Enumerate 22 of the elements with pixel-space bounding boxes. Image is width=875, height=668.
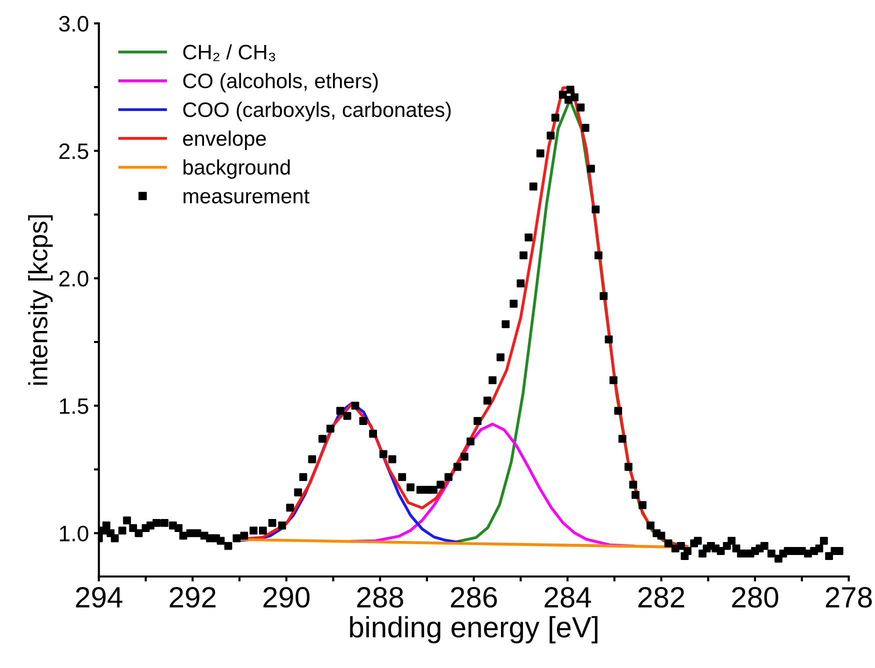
legend-label: CH₂ / CH₃	[183, 44, 276, 62]
x-tick-label: 294	[76, 586, 122, 608]
legend-label: measurement	[184, 190, 310, 204]
y-tick-label: 2.5	[59, 143, 88, 160]
y-tick-label: 2.0	[59, 270, 88, 287]
legend-label: CO (alcohols, ethers)	[183, 73, 378, 92]
x-tick-label: 288	[357, 586, 404, 608]
y-axis-title: intensity [kcps]	[28, 215, 53, 385]
legend-label: background	[184, 159, 290, 179]
y-tick-label: 1.5	[60, 398, 88, 414]
legend-label: envelope	[183, 130, 266, 150]
x-tick-label: 278	[826, 586, 872, 608]
x-tick-label: 286	[450, 586, 497, 608]
x-tick-label: 280	[732, 586, 778, 608]
legend-label: COO (carboxyls, carbonates)	[183, 102, 451, 122]
y-tick-label: 3.0	[59, 16, 88, 32]
y-tick-label: 1.0	[60, 526, 88, 542]
x-tick-label: 284	[544, 586, 592, 608]
x-tick-label: 282	[638, 586, 684, 608]
x-tick-label: 292	[170, 586, 216, 608]
x-tick-label: 290	[263, 586, 310, 608]
x-axis-title: binding energy [eV]	[350, 616, 598, 644]
